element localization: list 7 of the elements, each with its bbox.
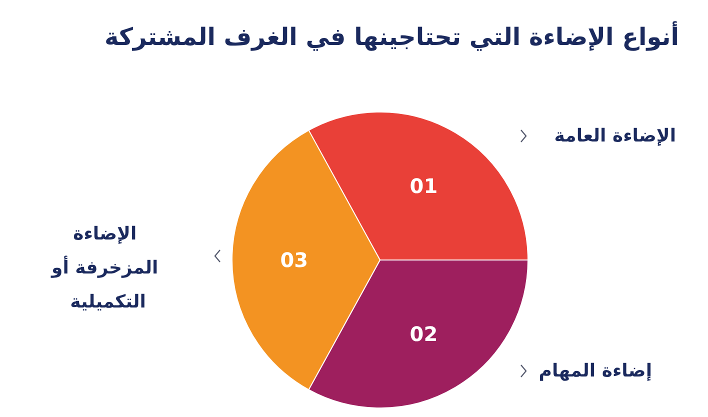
text: 03	[280, 248, 308, 272]
slice-label: الإضاءة العامة	[554, 126, 676, 146]
text: 02	[410, 322, 438, 346]
text: 01	[410, 174, 438, 198]
chart-title: أنواع الإضاءة التي تحتاجينها في الغرف المشتركة	[104, 21, 680, 51]
slice-label: إضاءة المهام	[538, 360, 652, 382]
slice-label: الإضاءة المزخرفة أو التكميلية	[50, 224, 164, 312]
